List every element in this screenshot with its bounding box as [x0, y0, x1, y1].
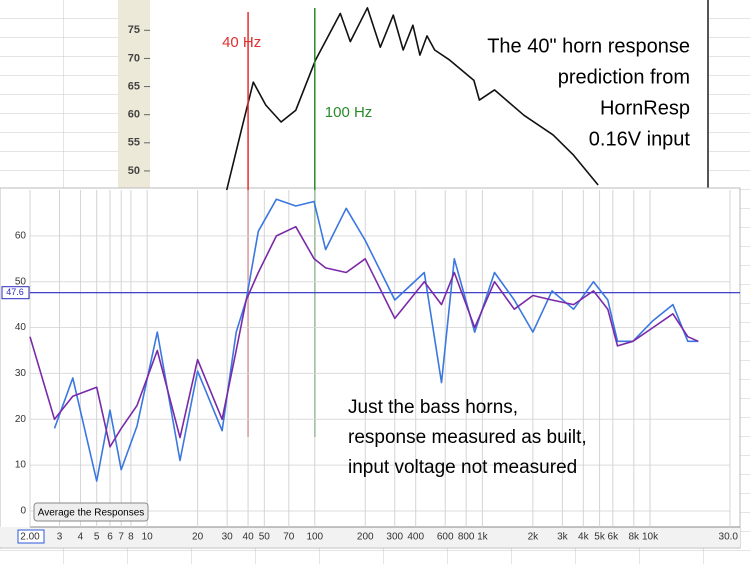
- x-tick-label: 30.0: [719, 532, 739, 543]
- button[interactable]: [33, 502, 149, 522]
- x-tick-label: 5k: [594, 532, 606, 543]
- x-tick-label: 8k: [628, 532, 640, 543]
- x-tick-label: 800: [458, 532, 475, 543]
- x-tick-label: 70: [283, 532, 295, 543]
- reference-label: 47.6: [6, 287, 24, 297]
- y-tick-label: 60: [15, 230, 27, 241]
- bottom-chart-frame: [0, 187, 741, 549]
- marker-label: 100 Hz: [325, 104, 373, 121]
- x-tick-label: 10: [142, 532, 154, 543]
- x-tick-label: 7: [118, 532, 124, 543]
- x-tick-label: 6k: [608, 532, 620, 543]
- annotation: response measured as built,: [348, 427, 587, 448]
- x-tick-label: 4k: [578, 532, 590, 543]
- series-line: [225, 7, 599, 191]
- x-axis-band: [0, 527, 740, 547]
- button-label[interactable]: Average the Responses: [38, 508, 145, 519]
- x-tick-label: 50: [259, 532, 271, 543]
- x-tick-label: 8: [128, 532, 134, 543]
- x-tick-label: 3k: [557, 532, 569, 543]
- y-tick-label: 0: [20, 506, 26, 517]
- annotation: Just the bass horns,: [348, 397, 518, 418]
- x-start-box: [17, 529, 45, 544]
- x-tick-label: 300: [386, 532, 403, 543]
- series-line: [53, 198, 699, 482]
- x-tick-label: 600: [437, 532, 454, 543]
- y-tick-label: 20: [15, 414, 27, 425]
- reference-label-box: [1, 286, 30, 300]
- y-tick-label: 50: [15, 276, 27, 287]
- y-tick-label: 55: [128, 137, 140, 149]
- top-plot-area: [150, 0, 708, 188]
- annotation: HornResp: [600, 97, 690, 119]
- x-tick-label: 2.00: [20, 532, 40, 543]
- x-tick-label: 5: [94, 532, 100, 543]
- y-tick-label: 40: [15, 322, 27, 333]
- x-tick-label: 400: [407, 532, 424, 543]
- y-tick-label: 60: [128, 109, 140, 121]
- top-axis-panel: [118, 0, 150, 188]
- y-tick-label: 65: [128, 80, 140, 92]
- series-line: [29, 225, 699, 448]
- x-tick-label: 40: [243, 532, 255, 543]
- annotation: prediction from: [558, 66, 690, 88]
- y-tick-label: 50: [128, 165, 140, 177]
- x-tick-label: 3: [57, 532, 63, 543]
- x-tick-label: 30: [222, 532, 234, 543]
- y-tick-label: 30: [15, 368, 27, 379]
- marker-label: 40 Hz: [222, 34, 261, 51]
- y-tick-label: 70: [128, 52, 140, 64]
- x-tick-label: 1k: [477, 532, 489, 543]
- x-tick-label: 4: [78, 532, 84, 543]
- x-tick-label: 100: [306, 532, 323, 543]
- y-tick-label: 75: [128, 24, 140, 36]
- x-tick-label: 10k: [642, 532, 659, 543]
- annotation: The 40" horn response: [487, 35, 690, 57]
- annotation: input voltage not measured: [348, 457, 577, 478]
- x-tick-label: 2k: [528, 532, 540, 543]
- y-tick-label: 10: [15, 460, 27, 471]
- x-tick-label: 200: [357, 532, 374, 543]
- x-tick-label: 6: [107, 532, 113, 543]
- annotation: 0.16V input: [589, 128, 691, 150]
- x-tick-label: 20: [192, 532, 204, 543]
